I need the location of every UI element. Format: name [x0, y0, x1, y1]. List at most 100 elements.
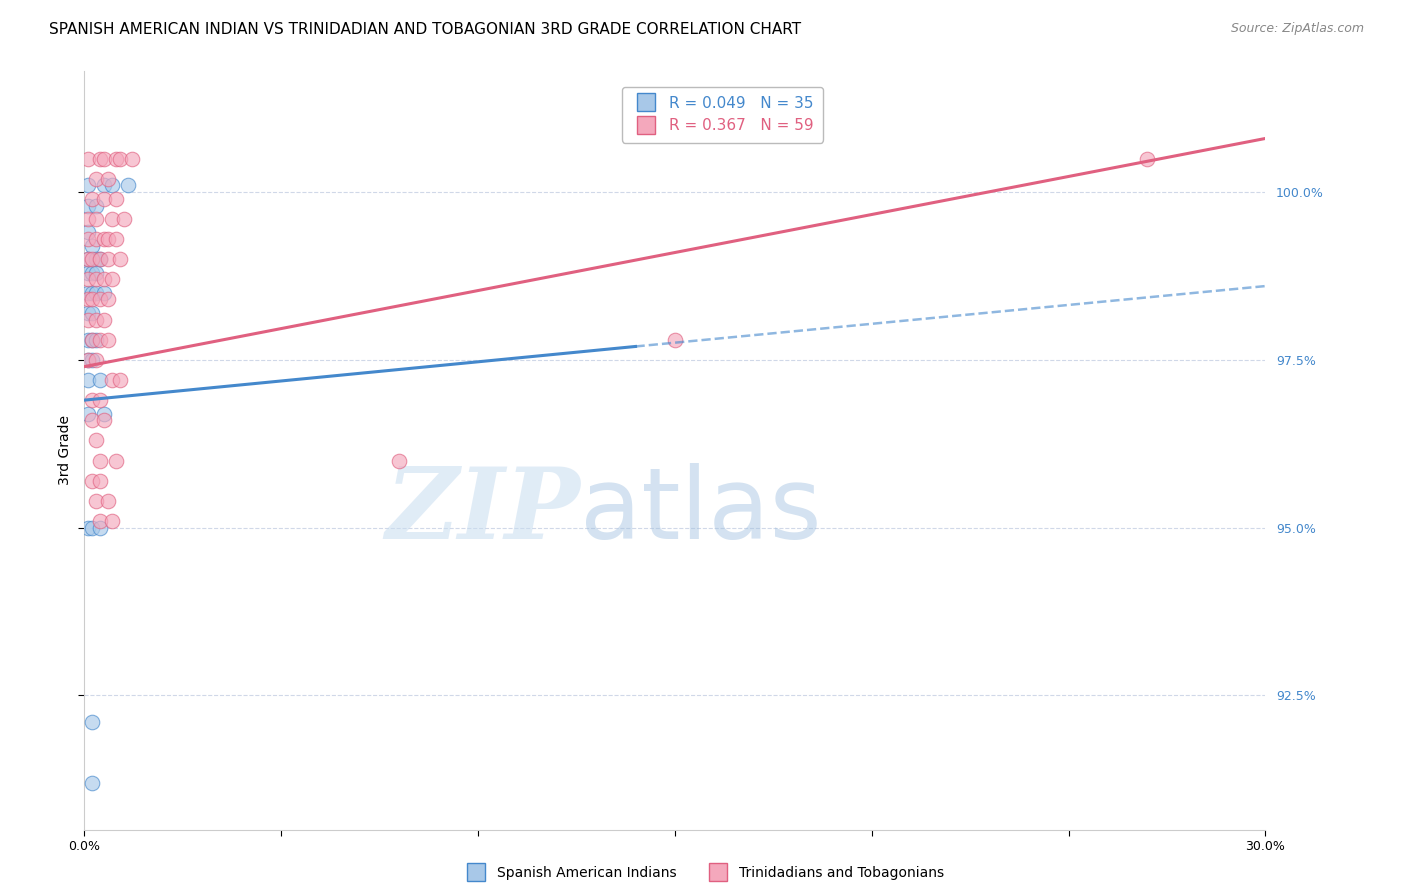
Point	[77, 252, 100, 267]
Point	[89, 453, 111, 467]
Point	[89, 333, 111, 347]
Point	[77, 285, 100, 300]
Point	[97, 232, 120, 246]
Point	[82, 293, 104, 307]
Point	[84, 211, 107, 226]
Point	[89, 252, 111, 267]
Point	[82, 333, 104, 347]
Point	[77, 521, 100, 535]
Point	[77, 178, 100, 193]
Point	[97, 171, 120, 186]
Point	[82, 775, 104, 789]
Point	[77, 306, 100, 320]
Point	[117, 178, 139, 193]
Point	[97, 293, 120, 307]
Point	[101, 272, 124, 286]
Point	[82, 266, 104, 280]
Point	[104, 152, 127, 166]
Point	[97, 252, 120, 267]
Point	[93, 192, 115, 206]
Point	[104, 232, 127, 246]
Point	[89, 152, 111, 166]
Point	[77, 252, 100, 267]
Point	[77, 407, 100, 421]
Point	[84, 252, 107, 267]
Point	[93, 178, 115, 193]
Point	[101, 373, 124, 387]
Point	[82, 352, 104, 367]
Point	[77, 352, 100, 367]
Text: SPANISH AMERICAN INDIAN VS TRINIDADIAN AND TOBAGONIAN 3RD GRADE CORRELATION CHAR: SPANISH AMERICAN INDIAN VS TRINIDADIAN A…	[49, 22, 801, 37]
Point	[77, 266, 100, 280]
Point	[77, 211, 100, 226]
Point	[104, 192, 127, 206]
Point	[84, 198, 107, 212]
Point	[82, 715, 104, 730]
Point	[89, 373, 111, 387]
Point	[388, 453, 411, 467]
Point	[89, 514, 111, 528]
Point	[77, 232, 100, 246]
Point	[1136, 152, 1159, 166]
Point	[93, 312, 115, 326]
Point	[93, 152, 115, 166]
Point	[82, 306, 104, 320]
Point	[84, 312, 107, 326]
Point	[97, 493, 120, 508]
Point	[89, 293, 111, 307]
Point	[77, 293, 100, 307]
Point	[89, 474, 111, 488]
Point	[112, 211, 135, 226]
Point	[664, 333, 686, 347]
Point	[104, 453, 127, 467]
Point	[108, 373, 131, 387]
Point	[82, 474, 104, 488]
Point	[84, 352, 107, 367]
Point	[82, 521, 104, 535]
Text: ZIP: ZIP	[385, 463, 581, 559]
Point	[82, 856, 104, 871]
Point	[77, 226, 100, 240]
Point	[84, 493, 107, 508]
Point	[84, 171, 107, 186]
Point	[82, 333, 104, 347]
Point	[84, 434, 107, 448]
Point	[77, 312, 100, 326]
Point	[121, 152, 143, 166]
Text: atlas: atlas	[581, 463, 823, 559]
Point	[77, 198, 100, 212]
Legend: R = 0.049   N = 35, R = 0.367   N = 59: R = 0.049 N = 35, R = 0.367 N = 59	[621, 87, 823, 143]
Point	[82, 252, 104, 267]
Point	[82, 413, 104, 427]
Point	[101, 178, 124, 193]
Point	[84, 272, 107, 286]
Point	[82, 239, 104, 253]
Point	[108, 152, 131, 166]
Point	[93, 407, 115, 421]
Point	[101, 211, 124, 226]
Point	[89, 521, 111, 535]
Point	[89, 393, 111, 408]
Point	[101, 514, 124, 528]
Point	[93, 272, 115, 286]
Point	[97, 856, 120, 871]
Point	[82, 285, 104, 300]
Point	[82, 192, 104, 206]
Point	[77, 352, 100, 367]
Point	[89, 252, 111, 267]
Point	[93, 413, 115, 427]
Point	[84, 333, 107, 347]
Point	[77, 272, 100, 286]
Point	[84, 285, 107, 300]
Point	[84, 266, 107, 280]
Point	[82, 393, 104, 408]
Point	[97, 333, 120, 347]
Point	[77, 333, 100, 347]
Legend: Spanish American Indians, Trinidadians and Tobagonians: Spanish American Indians, Trinidadians a…	[457, 860, 949, 885]
Point	[93, 232, 115, 246]
Y-axis label: 3rd Grade: 3rd Grade	[58, 416, 72, 485]
Point	[108, 252, 131, 267]
Point	[93, 285, 115, 300]
Point	[77, 373, 100, 387]
Point	[77, 152, 100, 166]
